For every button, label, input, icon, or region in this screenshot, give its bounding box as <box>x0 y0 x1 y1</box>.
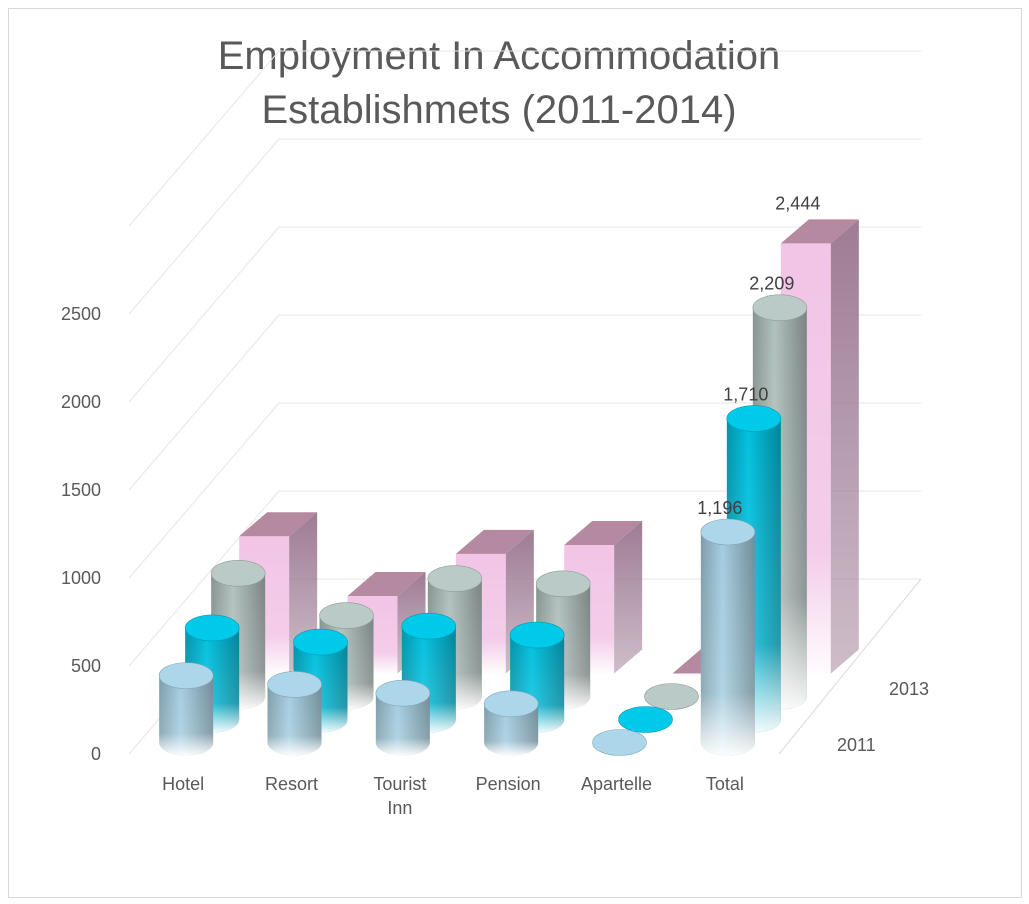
bar <box>644 683 699 710</box>
bar <box>700 518 756 756</box>
bar-top <box>726 405 782 432</box>
bar-top <box>592 729 647 756</box>
y-tick-label: 0 <box>91 744 101 764</box>
bar-top <box>158 662 214 689</box>
chart-plot: 0 500 1000 1500 2000 2500 Hotel Resort Tourist In… <box>61 50 929 818</box>
bar-top <box>347 572 426 597</box>
y-tick-label: 1000 <box>61 568 101 588</box>
x-tick-label: Resort <box>265 774 318 794</box>
bar-top <box>239 512 318 537</box>
depth-axis: 2011 2013 <box>837 679 929 755</box>
chart-title-line-1: Employment In Accommodation <box>217 34 781 78</box>
bar-fade <box>700 532 755 756</box>
bar-top <box>483 690 539 718</box>
y-axis: 0 500 1000 1500 2000 2500 <box>61 304 101 764</box>
y-tick-label: 2500 <box>61 304 101 324</box>
gridline-side-3 <box>128 314 280 491</box>
bar-top <box>509 621 565 649</box>
bar <box>158 662 214 756</box>
bar-top <box>644 683 699 710</box>
bar-top <box>375 679 431 707</box>
series-1 <box>158 518 756 756</box>
depth-tick-label: 2013 <box>889 679 929 699</box>
x-tick-label: Pension <box>476 774 541 794</box>
data-labels: 1,196 1,710 2,209 2,444 <box>697 193 820 518</box>
bar <box>592 729 647 756</box>
bar-side <box>830 219 859 674</box>
bar-fade <box>267 684 322 756</box>
bar <box>267 671 322 756</box>
data-label: 1,196 <box>697 498 742 518</box>
gridline-side-1 <box>128 490 280 667</box>
bar-top <box>780 219 859 244</box>
bar-fade <box>375 693 430 756</box>
bar-top <box>210 559 266 587</box>
x-axis: Hotel Resort Tourist Inn Pension Apartelle Tot… <box>162 774 744 818</box>
data-label: 1,710 <box>723 385 768 405</box>
bar-top <box>535 570 591 598</box>
bar-side <box>614 521 643 674</box>
bar-top <box>293 628 348 656</box>
bar-top <box>427 565 483 592</box>
bar <box>483 690 539 756</box>
y-tick-label: 500 <box>71 656 101 676</box>
data-label: 2,444 <box>775 193 820 213</box>
bar <box>618 706 673 733</box>
bar-fade <box>159 675 214 756</box>
bar <box>375 679 431 756</box>
gridline-side-6 <box>128 50 280 227</box>
x-tick-label: Apartelle <box>581 774 652 794</box>
y-tick-label: 2000 <box>61 392 101 412</box>
floor-edge-right <box>778 578 922 755</box>
bar-top <box>184 614 240 642</box>
bar-top <box>700 518 756 546</box>
bar-top <box>401 612 457 640</box>
bar-fade <box>484 703 539 756</box>
bar-top <box>455 529 534 554</box>
x-tick-label: Total <box>706 774 744 794</box>
bar-top <box>618 706 673 733</box>
bar-top <box>564 521 643 546</box>
bar-top <box>267 671 322 698</box>
y-tick-label: 1500 <box>61 480 101 500</box>
bars <box>158 219 859 756</box>
gridline-side-2 <box>128 402 280 579</box>
chart-title: Employment In Accommodation Establishmet… <box>9 29 989 137</box>
gridline-side-5 <box>128 138 280 315</box>
chart-title-line-2: Establishmets (2011-2014) <box>261 88 737 132</box>
bar-top <box>319 602 374 629</box>
depth-tick-label: 2011 <box>837 735 876 755</box>
chart-frame: Employment In Accommodation Establishmet… <box>8 8 1022 898</box>
x-tick-label: Hotel <box>162 774 204 794</box>
data-label: 2,209 <box>749 274 794 294</box>
bar-top <box>752 294 808 322</box>
x-tick-label: Tourist Inn <box>373 774 426 818</box>
gridline-side-4 <box>128 226 280 403</box>
